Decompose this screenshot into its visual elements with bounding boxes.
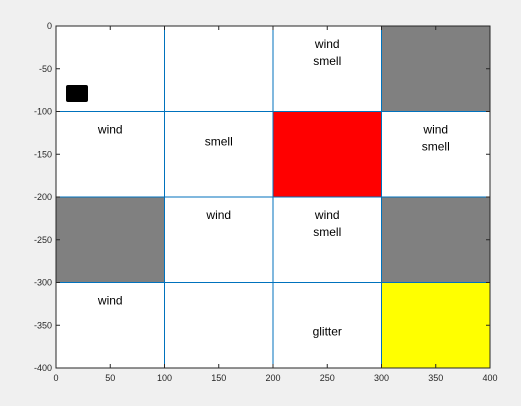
x-tick-label: 200	[265, 373, 280, 383]
x-tick-label: 0	[53, 373, 58, 383]
agent-marker	[66, 85, 88, 102]
y-tick-label: -50	[39, 64, 52, 74]
pit-cell	[381, 196, 491, 283]
y-tick-label: -150	[34, 149, 52, 159]
x-tick-label: 350	[428, 373, 443, 383]
percept-wind-label: wind	[314, 208, 340, 222]
x-tick-label: 150	[211, 373, 226, 383]
y-tick-label: -400	[34, 363, 52, 373]
pit-cell	[55, 196, 165, 283]
wumpus-cell	[272, 111, 382, 198]
y-tick-label: -350	[34, 320, 52, 330]
y-tick-label: -200	[34, 192, 52, 202]
percept-wind-label: wind	[205, 208, 231, 222]
axis-ticks: 0 50 100 150 200 250 300 350 400 0 -50 -100 -150 -200…	[34, 21, 498, 383]
x-tick-label: 300	[374, 373, 389, 383]
x-tick-label: 400	[482, 373, 497, 383]
percept-glitter-label: glitter	[313, 325, 342, 339]
y-tick-label: -100	[34, 107, 52, 117]
agent-layer	[66, 85, 88, 102]
percept-smell-label: smell	[205, 135, 233, 149]
x-tick-label: 50	[105, 373, 115, 383]
y-tick-label: 0	[47, 21, 52, 31]
percept-smell-label: smell	[313, 54, 341, 68]
x-tick-label: 250	[320, 373, 335, 383]
pit-cell	[381, 25, 491, 112]
percept-smell-label: smell	[422, 140, 450, 154]
percept-wind-label: wind	[422, 123, 448, 137]
x-tick-label: 100	[157, 373, 172, 383]
percept-labels: wind smell wind smell wind smell wind wind smell…	[97, 37, 450, 339]
percept-smell-label: smell	[313, 225, 341, 239]
percept-wind-label: wind	[314, 37, 340, 51]
percept-wind-label: wind	[97, 294, 123, 308]
grid-lines	[56, 26, 490, 368]
y-tick-label: -300	[34, 278, 52, 288]
percept-wind-label: wind	[97, 123, 123, 137]
y-tick-label: -250	[34, 235, 52, 245]
gold-cell	[381, 282, 491, 369]
